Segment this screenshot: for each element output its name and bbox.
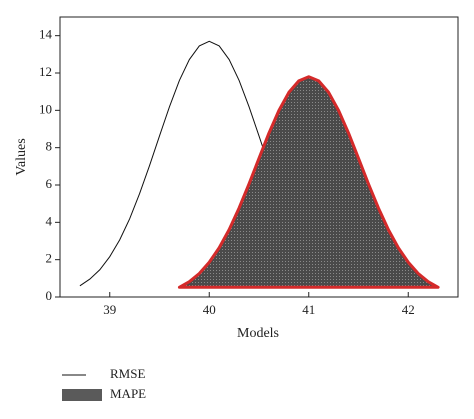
x-tick-label: 42 (402, 302, 415, 317)
y-tick-label: 2 (46, 251, 53, 266)
y-tick-label: 4 (46, 213, 53, 228)
legend-label: MAPE (110, 386, 146, 401)
y-tick-label: 8 (46, 139, 53, 154)
y-tick-label: 14 (39, 27, 53, 42)
legend-label: RMSE (110, 366, 145, 381)
y-tick-label: 12 (39, 64, 52, 79)
area (177, 75, 440, 289)
x-tick-label: 39 (103, 302, 116, 317)
y-tick-label: 6 (46, 176, 53, 191)
x-tick-label: 40 (203, 302, 216, 317)
plot-frame (59, 16, 459, 298)
y-tick-label: 10 (39, 101, 52, 116)
y-axis-label: Values (14, 138, 29, 175)
x-axis-label: Models (237, 326, 279, 341)
legend-swatch (62, 389, 102, 401)
x-tick-label: 41 (302, 302, 315, 317)
y-tick-label: 0 (46, 288, 53, 303)
